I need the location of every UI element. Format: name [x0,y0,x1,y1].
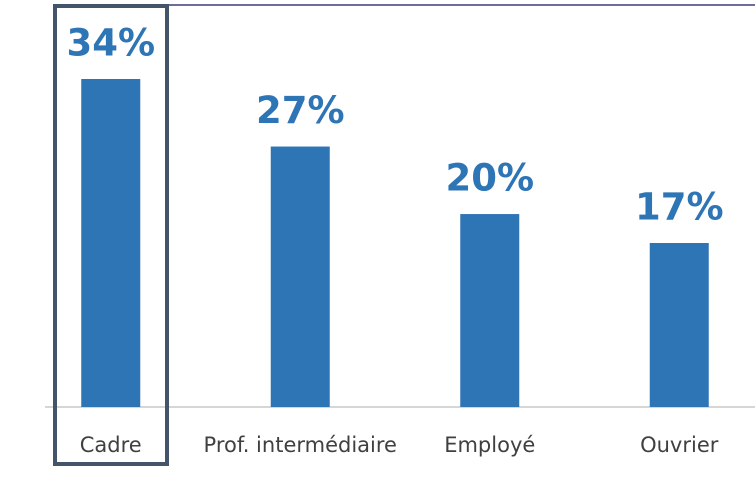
x-tick-label: Prof. intermédiaire [204,433,397,457]
x-tick-label: Ouvrier [640,433,719,457]
data-label: 17% [635,186,724,229]
bar [460,214,520,407]
data-label: 34% [66,22,155,65]
data-label: 20% [445,157,534,200]
highlight-box [53,4,169,466]
data-label: 27% [256,89,345,132]
bar [270,146,330,407]
x-tick-label: Cadre [80,433,142,457]
x-tick-label: Employé [444,433,535,457]
bar [649,243,709,407]
bar [81,79,141,407]
